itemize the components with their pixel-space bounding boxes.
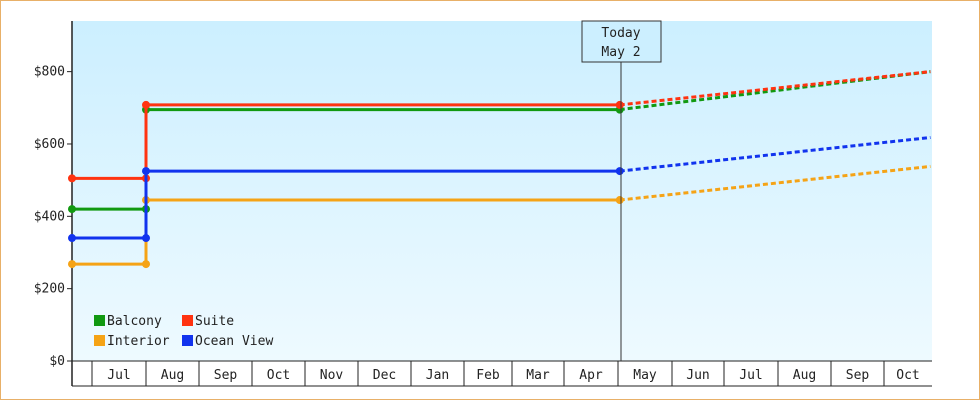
- month-label: Dec: [373, 368, 396, 383]
- y-tick-label: $600: [34, 137, 65, 152]
- series-history-line: [72, 169, 620, 240]
- month-label: Jul: [107, 368, 130, 383]
- series-layer: [68, 70, 931, 269]
- month-label: May: [633, 368, 657, 383]
- y-axis: $0 $200 $400 $600 $800: [34, 21, 73, 386]
- plot-area: [72, 21, 932, 361]
- series-point: [615, 196, 624, 205]
- y-tick-label: $0: [49, 354, 65, 369]
- x-axis: Jul Aug Sep Oct Nov Dec Jan Feb Mar Apr May Jun Jul A…: [72, 360, 932, 387]
- month-label: Jul: [739, 368, 762, 383]
- month-label: Oct: [267, 368, 290, 383]
- month-label: Oct: [896, 368, 919, 383]
- legend-swatch: [182, 315, 193, 326]
- y-tick-label: $800: [34, 65, 65, 80]
- series-point: [142, 260, 150, 269]
- series-forecast-line: [619, 164, 931, 202]
- legend-swatch: [94, 335, 105, 346]
- series-point: [615, 167, 624, 176]
- month-label: Aug: [161, 368, 184, 383]
- month-label: Jan: [426, 368, 449, 383]
- legend: Balcony Suite Interior Ocean View: [94, 314, 273, 349]
- series-point: [615, 100, 624, 109]
- y-tick-label: $200: [34, 282, 65, 297]
- today-date: May 2: [601, 45, 640, 60]
- series-point: [68, 234, 76, 243]
- legend-label: Suite: [195, 314, 234, 329]
- today-box: [581, 20, 662, 63]
- series-point: [68, 205, 76, 214]
- today-label: Today: [601, 26, 640, 41]
- month-label: Sep: [214, 368, 238, 383]
- series-history-line: [72, 103, 620, 180]
- month-label: Mar: [526, 368, 550, 383]
- legend-label: Ocean View: [195, 334, 273, 349]
- series-point: [142, 167, 150, 176]
- y-tick-label: $400: [34, 209, 65, 224]
- series-point: [68, 174, 76, 183]
- series-forecast-line: [619, 135, 931, 173]
- series-point: [68, 260, 76, 269]
- month-label: Sep: [846, 368, 870, 383]
- legend-label: Interior: [107, 334, 170, 349]
- series-point: [142, 100, 150, 109]
- month-label: Aug: [793, 368, 816, 383]
- series-forecast-line: [619, 70, 931, 107]
- series-ocean-view: [68, 135, 931, 243]
- legend-swatch: [94, 315, 105, 326]
- legend-swatch: [182, 335, 193, 346]
- month-label: Feb: [476, 368, 500, 383]
- series-point: [142, 234, 150, 243]
- month-label: Jun: [686, 368, 709, 383]
- month-label: Apr: [579, 368, 603, 383]
- legend-label: Balcony: [107, 314, 162, 329]
- month-label: Nov: [320, 368, 344, 383]
- series-suite: [68, 70, 931, 183]
- today-marker: Today May 2: [581, 20, 662, 361]
